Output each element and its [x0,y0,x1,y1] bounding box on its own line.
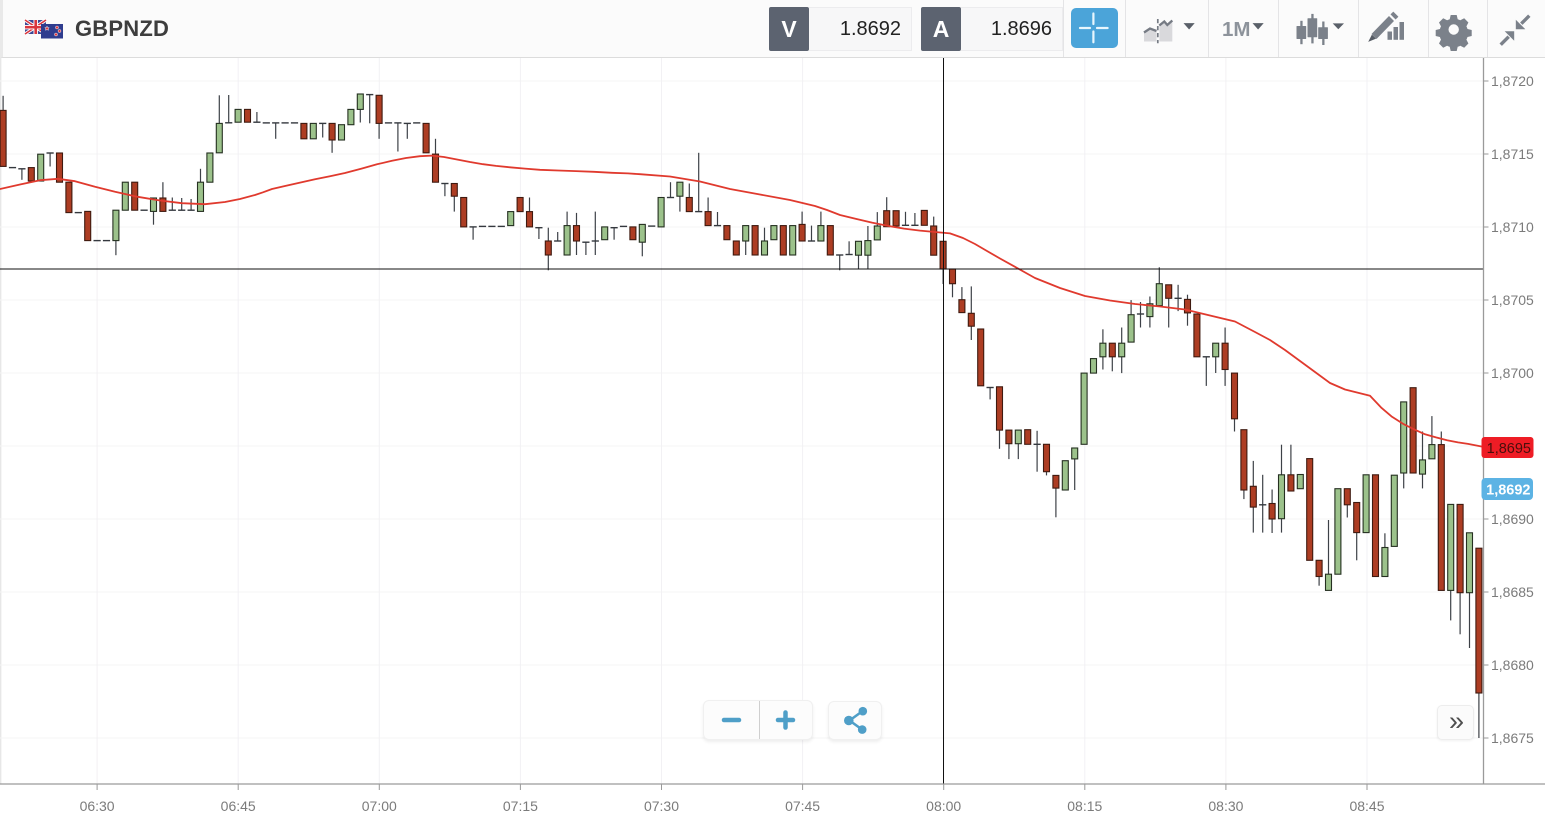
svg-text:08:45: 08:45 [1349,798,1384,814]
svg-text:07:00: 07:00 [362,798,397,814]
svg-text:1,8715: 1,8715 [1491,146,1534,162]
svg-text:1,8685: 1,8685 [1491,584,1534,600]
svg-text:1,8700: 1,8700 [1491,365,1534,381]
svg-text:1,8695: 1,8695 [1487,441,1531,457]
svg-text:1M: 1M [1222,18,1250,41]
svg-text:1,8680: 1,8680 [1491,657,1534,673]
svg-text:1,8690: 1,8690 [1491,511,1534,527]
svg-text:1,8692: 1,8692 [1486,483,1530,499]
svg-text:07:15: 07:15 [503,798,538,814]
svg-text:06:30: 06:30 [80,798,115,814]
svg-text:06:45: 06:45 [221,798,256,814]
svg-text:08:30: 08:30 [1208,798,1243,814]
svg-text:1,8720: 1,8720 [1491,73,1534,89]
svg-text:08:15: 08:15 [1067,798,1102,814]
svg-text:1,8705: 1,8705 [1491,292,1534,308]
svg-text:1,8675: 1,8675 [1491,730,1534,746]
svg-text:08:00: 08:00 [926,798,961,814]
svg-text:1,8710: 1,8710 [1491,219,1534,235]
svg-text:07:30: 07:30 [644,798,679,814]
svg-text:07:45: 07:45 [785,798,820,814]
